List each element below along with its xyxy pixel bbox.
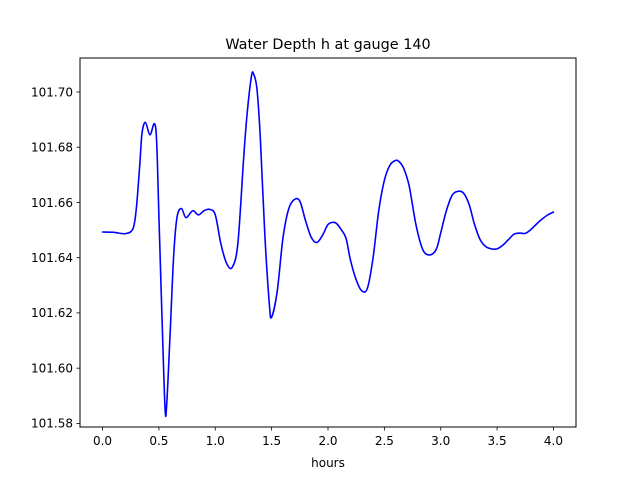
series-line xyxy=(101,71,555,418)
x-axis-label: hours xyxy=(311,456,345,470)
y-axis: 101.58 101.60 101.62 101.64 101.66 101.68 101.… xyxy=(31,85,80,431)
x-axis: 0.0 0.5 1.0 1.5 2.0 2.5 3.0 3.5 4.0 xyxy=(93,427,563,448)
x-tick-label: 0.0 xyxy=(93,434,112,448)
y-tick-label: 101.60 xyxy=(31,361,73,375)
x-tick-label: 3.0 xyxy=(431,434,450,448)
y-tick-label: 101.58 xyxy=(31,417,73,431)
y-tick-label: 101.66 xyxy=(31,196,73,210)
y-tick-label: 101.68 xyxy=(31,141,73,155)
y-tick-label: 101.64 xyxy=(31,251,73,265)
x-tick-label: 1.5 xyxy=(262,434,281,448)
axes-frame xyxy=(79,57,577,428)
y-tick-label: 101.62 xyxy=(31,306,73,320)
plot-area xyxy=(101,71,555,418)
x-tick-label: 3.5 xyxy=(488,434,507,448)
x-tick-label: 1.0 xyxy=(206,434,225,448)
x-tick-label: 2.5 xyxy=(375,434,394,448)
x-tick-label: 4.0 xyxy=(544,434,563,448)
x-tick-label: 0.5 xyxy=(149,434,168,448)
chart-title: Water Depth h at gauge 140 xyxy=(225,37,430,53)
x-tick-label: 2.0 xyxy=(318,434,337,448)
y-tick-label: 101.70 xyxy=(31,85,73,99)
